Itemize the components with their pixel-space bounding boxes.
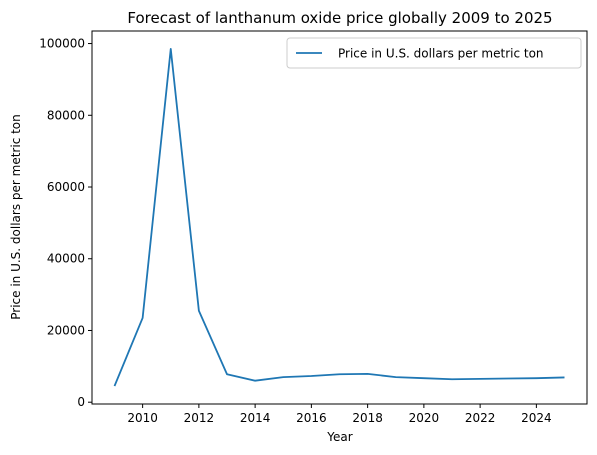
plot-frame — [91, 30, 588, 405]
x-tick-label: 2012 — [184, 411, 215, 425]
y-tick-label: 80000 — [47, 108, 85, 122]
x-tick-label: 2020 — [409, 411, 440, 425]
x-tick-label: 2016 — [296, 411, 327, 425]
series-line — [113, 48, 565, 387]
x-tick-label: 2024 — [521, 411, 552, 425]
y-tick-label: 100000 — [39, 37, 85, 51]
legend: Price in U.S. dollars per metric ton — [286, 37, 582, 69]
y-axis: 0 20000 40000 60000 80000 100000 — [39, 37, 92, 409]
x-tick-label: 2010 — [127, 411, 158, 425]
chart-title: Forecast of lanthanum oxide price global… — [127, 9, 552, 27]
legend-label: Price in U.S. dollars per metric ton — [338, 47, 544, 61]
series-layer — [113, 48, 565, 387]
y-axis-label: Price in U.S. dollars per metric ton — [9, 114, 23, 320]
y-tick-label: 60000 — [47, 180, 85, 194]
legend-box — [286, 37, 582, 69]
y-tick-label: 20000 — [47, 323, 85, 337]
y-tick-label: 40000 — [47, 252, 85, 266]
x-tick-label: 2018 — [352, 411, 383, 425]
x-tick-label: 2014 — [240, 411, 271, 425]
x-axis-label: Year — [326, 430, 352, 444]
y-tick-label: 0 — [77, 395, 85, 409]
x-tick-label: 2022 — [465, 411, 496, 425]
x-axis: 2010 2012 2014 2016 2018 2020 2022 2024 — [127, 404, 552, 425]
